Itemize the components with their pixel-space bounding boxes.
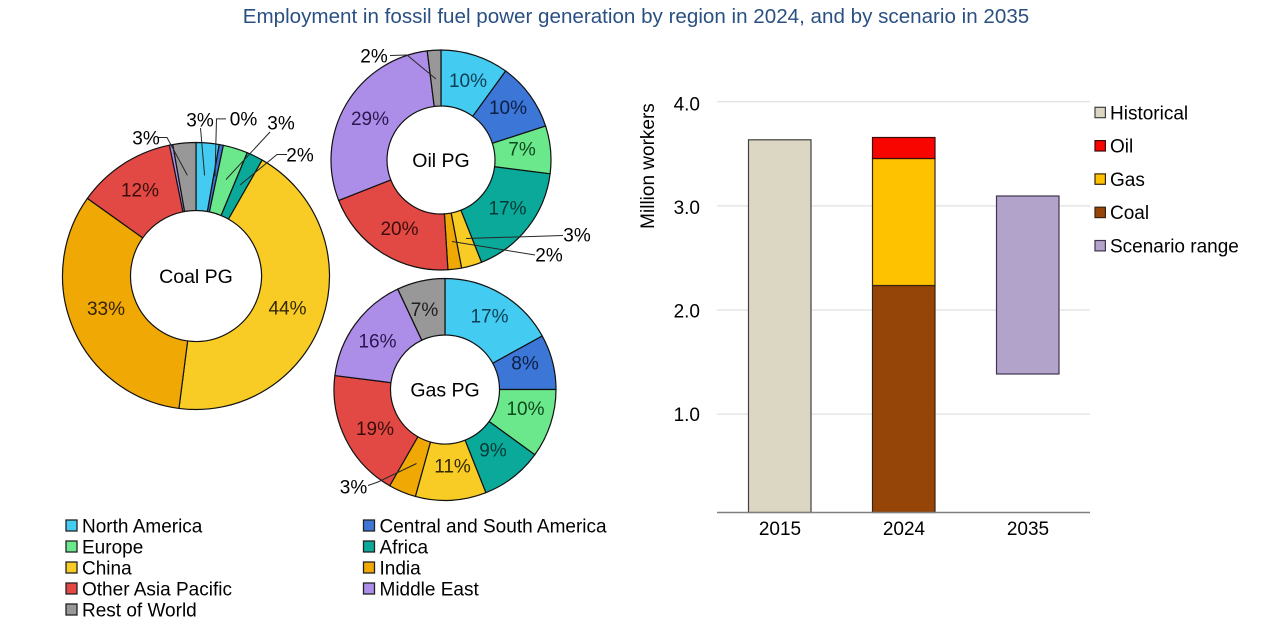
svg-text:2%: 2%: [535, 246, 563, 267]
svg-text:China: China: [82, 558, 132, 579]
svg-text:Million workers: Million workers: [638, 103, 659, 229]
svg-text:2035: 2035: [1007, 519, 1049, 540]
svg-text:Coal: Coal: [1110, 203, 1149, 224]
svg-text:2024: 2024: [883, 519, 926, 540]
svg-text:2%: 2%: [360, 47, 388, 68]
svg-text:Africa: Africa: [380, 537, 429, 558]
svg-text:17%: 17%: [488, 198, 526, 219]
svg-text:Oil: Oil: [1110, 137, 1133, 158]
svg-text:Rest of World: Rest of World: [82, 600, 197, 621]
svg-text:10%: 10%: [506, 399, 544, 420]
svg-text:29%: 29%: [351, 109, 389, 130]
svg-text:3%: 3%: [132, 129, 160, 150]
svg-text:4.0: 4.0: [674, 94, 700, 115]
svg-text:11%: 11%: [434, 456, 471, 477]
svg-text:Oil PG: Oil PG: [412, 150, 469, 172]
svg-text:8%: 8%: [511, 353, 539, 374]
svg-text:0%: 0%: [230, 110, 258, 131]
svg-text:19%: 19%: [356, 419, 394, 440]
svg-text:India: India: [380, 558, 422, 579]
svg-text:44%: 44%: [268, 298, 306, 319]
svg-text:1.0: 1.0: [674, 405, 700, 426]
svg-text:7%: 7%: [411, 300, 439, 321]
svg-text:3.0: 3.0: [674, 198, 700, 219]
svg-text:3%: 3%: [563, 226, 591, 247]
svg-text:12%: 12%: [121, 180, 159, 201]
svg-text:2015: 2015: [759, 519, 801, 540]
svg-text:North America: North America: [82, 516, 203, 537]
svg-text:10%: 10%: [449, 71, 487, 92]
svg-text:2%: 2%: [286, 146, 314, 167]
svg-text:Employment in fossil fuel powe: Employment in fossil fuel power generati…: [243, 5, 1029, 28]
svg-text:Scenario range: Scenario range: [1110, 237, 1239, 258]
svg-text:20%: 20%: [380, 219, 418, 240]
svg-text:Gas PG: Gas PG: [410, 380, 479, 402]
svg-text:Gas: Gas: [1110, 170, 1145, 191]
svg-text:9%: 9%: [479, 440, 507, 461]
svg-text:2.0: 2.0: [674, 301, 700, 322]
svg-text:Central and South America: Central and South America: [380, 516, 608, 537]
svg-text:33%: 33%: [87, 299, 125, 320]
svg-text:3%: 3%: [267, 114, 295, 135]
svg-text:16%: 16%: [358, 331, 396, 352]
svg-text:Middle East: Middle East: [380, 579, 480, 600]
svg-text:10%: 10%: [489, 98, 527, 119]
svg-text:Coal PG: Coal PG: [159, 266, 233, 288]
svg-text:17%: 17%: [470, 306, 508, 327]
svg-text:Other Asia Pacific: Other Asia Pacific: [82, 579, 232, 600]
svg-text:7%: 7%: [508, 139, 536, 160]
svg-text:Historical: Historical: [1110, 103, 1188, 124]
svg-text:3%: 3%: [186, 111, 214, 132]
svg-text:Europe: Europe: [82, 537, 143, 558]
svg-text:3%: 3%: [340, 477, 368, 498]
